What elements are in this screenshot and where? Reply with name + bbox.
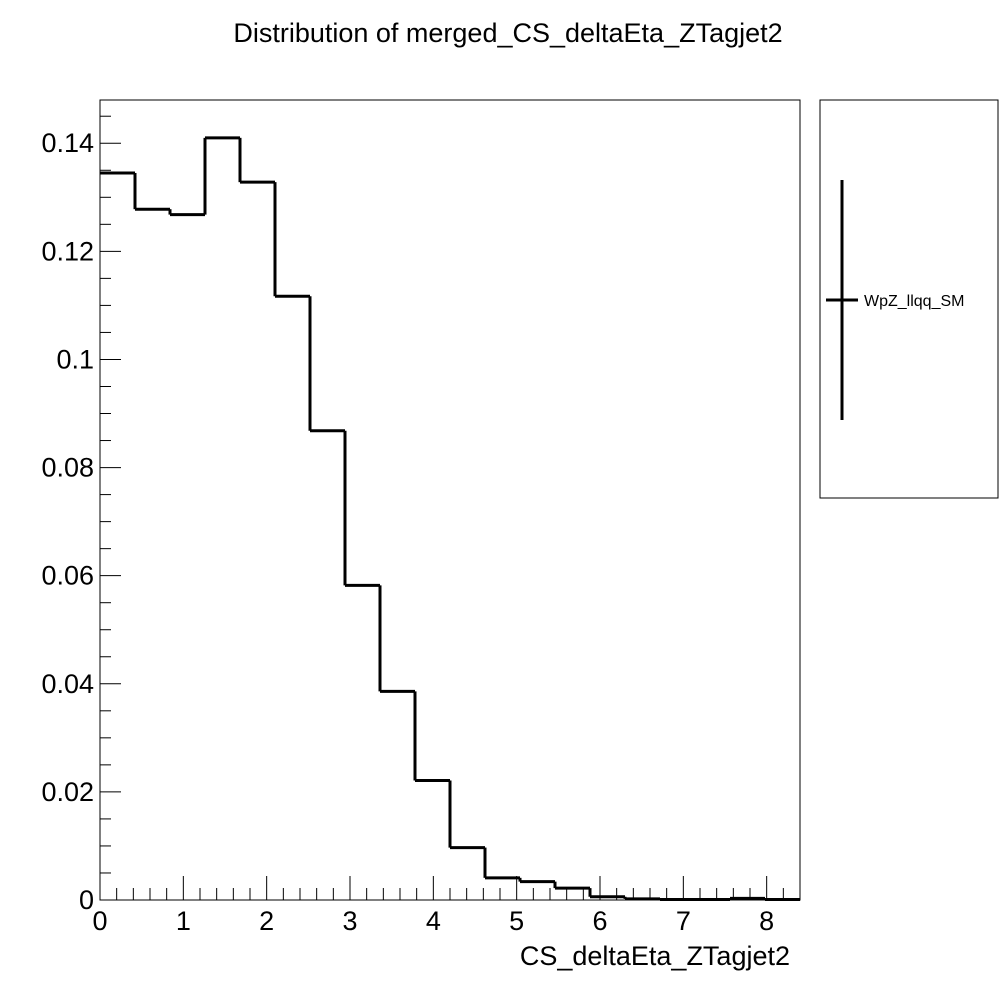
x-tick-label: 1	[176, 906, 191, 936]
y-tick-label: 0.14	[41, 128, 94, 158]
y-tick-label: 0	[79, 885, 94, 915]
y-tick-label: 0.06	[41, 561, 94, 591]
x-tick-label: 7	[676, 906, 691, 936]
x-tick-label: 6	[592, 906, 607, 936]
chart-title: Distribution of merged_CS_deltaEta_ZTagj…	[233, 18, 782, 48]
axes: 0 1 2 3 4 5 6 7 8 0 0.02 0.04 0.06 0.08 0.1 0.12 0.14	[41, 115, 801, 936]
data-layer	[100, 136, 800, 901]
x-tick-label: 0	[92, 906, 107, 936]
x-tick-label: 4	[426, 906, 441, 936]
x-axis-label: CS_deltaEta_ZTagjet2	[520, 941, 790, 971]
x-tick-label: 5	[509, 906, 524, 936]
x-tick-label: 2	[259, 906, 274, 936]
y-tick-label: 0.1	[56, 344, 94, 374]
y-tick-label: 0.12	[41, 236, 94, 266]
legend-entry-label: WpZ_llqq_SM	[864, 293, 964, 310]
y-tick-label: 0.04	[41, 669, 94, 699]
legend: WpZ_llqq_SM	[819, 99, 999, 499]
x-tick-label: 3	[342, 906, 357, 936]
x-tick-label: 8	[759, 906, 774, 936]
y-tick-label: 0.08	[41, 453, 94, 483]
y-tick-label: 0.02	[41, 777, 94, 807]
